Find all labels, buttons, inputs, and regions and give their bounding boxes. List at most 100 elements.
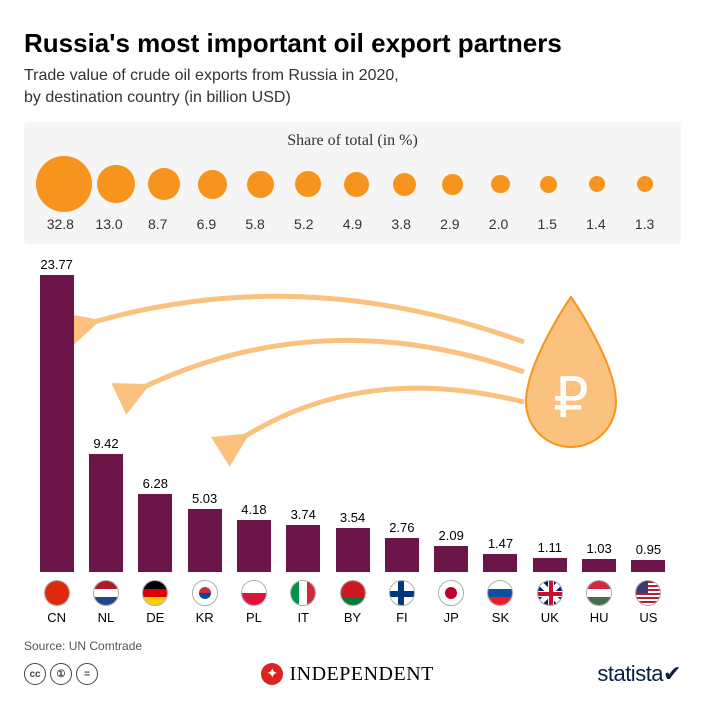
bar-cell: 1.03 bbox=[574, 541, 623, 572]
flag-cell: CN bbox=[32, 580, 81, 625]
flag-icon bbox=[93, 580, 119, 606]
cc-license-icon: cc ① = bbox=[24, 663, 98, 685]
footer-logos: cc ① = ✦ INDEPENDENT statista✔ bbox=[24, 661, 681, 687]
bar-value-label: 2.76 bbox=[389, 520, 414, 535]
share-bubble bbox=[36, 156, 92, 212]
bubble-cell bbox=[477, 175, 525, 193]
country-code: NL bbox=[98, 610, 115, 625]
bar bbox=[385, 538, 419, 573]
country-code: HU bbox=[590, 610, 609, 625]
bubble-cell bbox=[380, 173, 428, 196]
bubble-cell bbox=[525, 176, 573, 193]
bar bbox=[237, 520, 271, 572]
share-bubble bbox=[148, 168, 180, 200]
share-value: 2.9 bbox=[426, 216, 475, 232]
bubble-cell bbox=[140, 168, 188, 200]
bubble-cell bbox=[36, 156, 92, 212]
bar-value-label: 2.09 bbox=[439, 528, 464, 543]
flag-cell: IT bbox=[279, 580, 328, 625]
independent-logo: ✦ INDEPENDENT bbox=[261, 663, 433, 686]
share-value: 3.8 bbox=[377, 216, 426, 232]
share-value: 6.9 bbox=[182, 216, 231, 232]
share-bubble bbox=[344, 172, 369, 197]
share-bubble bbox=[97, 165, 134, 202]
country-code: CN bbox=[47, 610, 66, 625]
bar-value-label: 9.42 bbox=[93, 436, 118, 451]
country-code: FI bbox=[396, 610, 408, 625]
flag-cell: FI bbox=[377, 580, 426, 625]
flag-icon bbox=[192, 580, 218, 606]
flag-icon bbox=[586, 580, 612, 606]
bubble-cell bbox=[284, 171, 332, 197]
country-code: SK bbox=[492, 610, 509, 625]
bubbles-row bbox=[32, 156, 673, 212]
flag-cell: JP bbox=[427, 580, 476, 625]
flag-cell: HU bbox=[574, 580, 623, 625]
share-bubble bbox=[637, 176, 653, 192]
country-code: DE bbox=[146, 610, 164, 625]
bubble-cell bbox=[573, 176, 621, 192]
statista-logo: statista✔ bbox=[597, 661, 681, 687]
bar-cell: 1.11 bbox=[525, 540, 574, 572]
bar-cell: 1.47 bbox=[476, 536, 525, 572]
bar bbox=[138, 494, 172, 573]
bubble-cell bbox=[429, 174, 477, 195]
share-values-row: 32.813.08.76.95.85.24.93.82.92.01.51.41.… bbox=[32, 216, 673, 232]
flags-row: CN NL DE KR PL IT BY FI JP SK UK HU US bbox=[24, 580, 681, 625]
share-bubble bbox=[198, 170, 227, 199]
bar bbox=[40, 275, 74, 572]
flag-cell: SK bbox=[476, 580, 525, 625]
share-bubble bbox=[247, 171, 274, 198]
bar-value-label: 3.54 bbox=[340, 510, 365, 525]
bar-value-label: 0.95 bbox=[636, 542, 661, 557]
bar bbox=[336, 528, 370, 572]
bar-cell: 3.54 bbox=[328, 510, 377, 572]
share-value: 8.7 bbox=[133, 216, 182, 232]
share-section: Share of total (in %) 32.813.08.76.95.85… bbox=[24, 122, 681, 244]
eagle-icon: ✦ bbox=[261, 663, 283, 685]
share-bubble bbox=[491, 175, 509, 193]
bar-cell: 9.42 bbox=[81, 436, 130, 572]
flag-cell: BY bbox=[328, 580, 377, 625]
bar bbox=[286, 525, 320, 572]
bar-cell: 4.18 bbox=[229, 502, 278, 572]
bar-chart-area: ₽ 23.77 9.42 6.28 5.03 4.18 3.74 3.54 2.… bbox=[24, 252, 681, 572]
country-code: US bbox=[639, 610, 657, 625]
flag-icon bbox=[438, 580, 464, 606]
share-value: 13.0 bbox=[85, 216, 134, 232]
bar-value-label: 1.11 bbox=[538, 540, 562, 555]
flag-icon bbox=[487, 580, 513, 606]
bar-cell: 2.76 bbox=[377, 520, 426, 573]
bar-cell: 23.77 bbox=[32, 257, 81, 572]
flag-cell: US bbox=[624, 580, 673, 625]
share-value: 2.0 bbox=[474, 216, 523, 232]
flag-cell: DE bbox=[131, 580, 180, 625]
flag-icon bbox=[44, 580, 70, 606]
bar bbox=[582, 559, 616, 572]
bar-value-label: 5.03 bbox=[192, 491, 217, 506]
bar-value-label: 1.03 bbox=[586, 541, 611, 556]
country-code: BY bbox=[344, 610, 361, 625]
flag-icon bbox=[389, 580, 415, 606]
bar-value-label: 4.18 bbox=[241, 502, 266, 517]
country-code: PL bbox=[246, 610, 262, 625]
share-value: 1.3 bbox=[620, 216, 669, 232]
bar bbox=[631, 560, 665, 572]
bubble-cell bbox=[188, 170, 236, 199]
bubble-cell bbox=[92, 165, 140, 202]
bar-cell: 3.74 bbox=[279, 507, 328, 572]
bar bbox=[434, 546, 468, 572]
share-bubble bbox=[295, 171, 321, 197]
bar-cell: 2.09 bbox=[427, 528, 476, 572]
share-bubble bbox=[540, 176, 557, 193]
flag-cell: UK bbox=[525, 580, 574, 625]
chart-subtitle: Trade value of crude oil exports from Ru… bbox=[24, 65, 681, 108]
share-value: 1.4 bbox=[572, 216, 621, 232]
bubble-cell bbox=[236, 171, 284, 198]
flag-icon bbox=[340, 580, 366, 606]
share-value: 5.8 bbox=[231, 216, 280, 232]
flag-icon bbox=[241, 580, 267, 606]
share-value: 5.2 bbox=[279, 216, 328, 232]
bar-cell: 6.28 bbox=[131, 476, 180, 573]
bar bbox=[533, 558, 567, 572]
